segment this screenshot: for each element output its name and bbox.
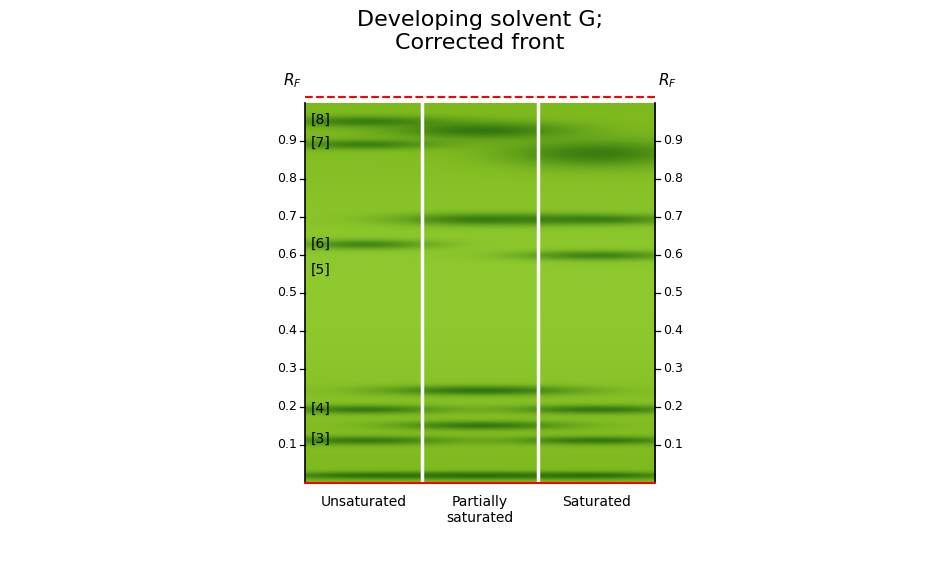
Text: 0.4: 0.4 xyxy=(663,324,683,338)
Text: 0.4: 0.4 xyxy=(277,324,297,338)
Text: Unsaturated: Unsaturated xyxy=(320,495,406,509)
Text: 0.2: 0.2 xyxy=(277,400,297,414)
Text: 0.2: 0.2 xyxy=(663,400,683,414)
Text: [4]: [4] xyxy=(311,402,331,416)
Text: [3]: [3] xyxy=(311,433,331,446)
Text: $R_\mathregular{F}$: $R_\mathregular{F}$ xyxy=(658,71,677,90)
Text: 0.7: 0.7 xyxy=(277,210,297,223)
Text: Saturated: Saturated xyxy=(563,495,631,509)
Text: 0.8: 0.8 xyxy=(663,172,683,185)
Text: 0.9: 0.9 xyxy=(663,135,683,147)
Text: 0.7: 0.7 xyxy=(663,210,683,223)
Text: 0.5: 0.5 xyxy=(277,286,297,300)
Text: $R_\mathregular{F}$: $R_\mathregular{F}$ xyxy=(283,71,302,90)
Text: 0.8: 0.8 xyxy=(277,172,297,185)
Text: 0.1: 0.1 xyxy=(277,438,297,452)
Text: 0.9: 0.9 xyxy=(277,135,297,147)
Text: 0.6: 0.6 xyxy=(277,248,297,262)
Text: 0.5: 0.5 xyxy=(663,286,683,300)
Text: [5]: [5] xyxy=(311,263,331,277)
Text: 0.3: 0.3 xyxy=(277,362,297,376)
Text: [8]: [8] xyxy=(311,113,331,127)
Text: 0.1: 0.1 xyxy=(663,438,683,452)
Text: [7]: [7] xyxy=(311,136,331,150)
Text: [6]: [6] xyxy=(311,237,331,251)
Text: Developing solvent G;
Corrected front: Developing solvent G; Corrected front xyxy=(357,10,603,53)
Text: Partially
saturated: Partially saturated xyxy=(446,495,513,525)
Text: 0.3: 0.3 xyxy=(663,362,683,376)
Text: 0.6: 0.6 xyxy=(663,248,683,262)
